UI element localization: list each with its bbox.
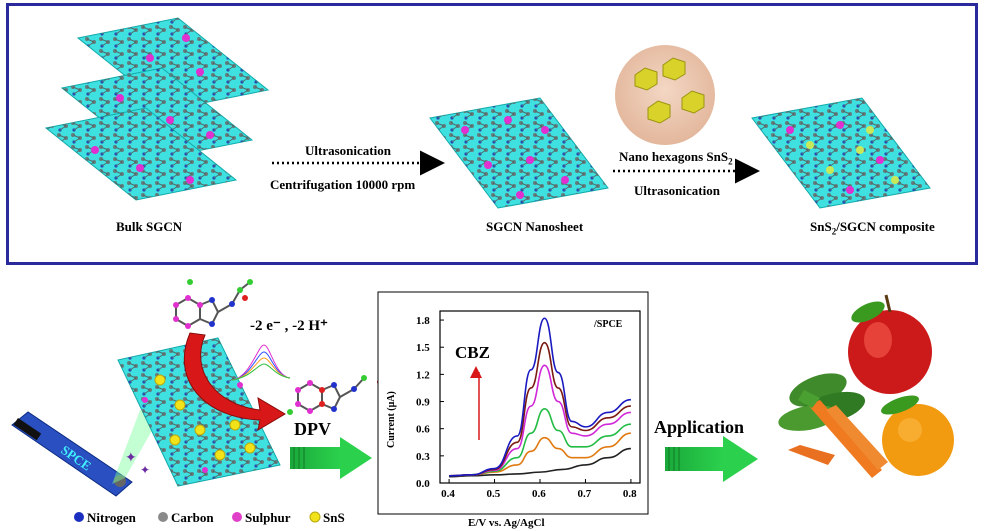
sparkle-icons: ✦✦ — [125, 451, 150, 477]
legend-nitrogen-dot — [74, 512, 84, 522]
legend-sulphur-label: Sulphur — [245, 510, 291, 525]
legend-sns-dot — [309, 511, 321, 523]
svg-text:✦: ✦ — [140, 463, 150, 477]
legend-carbon-label: Carbon — [171, 510, 214, 525]
y-tick-label: 1.2 — [416, 369, 430, 381]
y-tick-label: 0.6 — [416, 424, 430, 436]
dpv-label: DPV — [294, 419, 331, 439]
analyte-label: CBZ — [455, 343, 490, 362]
x-tick-label: 0.8 — [623, 488, 637, 500]
chart-xlabel: E/V vs. Ag/AgCl — [468, 517, 545, 529]
dpv-series-line-0 — [449, 447, 631, 478]
spce-electrode — [11, 410, 158, 497]
legend-carbon-dot — [158, 512, 168, 522]
y-tick-label: 1.8 — [416, 315, 430, 327]
bulk-sgcn-sheets — [44, 17, 270, 201]
chart-annotation: /SPCE — [593, 319, 623, 330]
synthesis-panel — [6, 3, 978, 265]
application-arrow — [665, 436, 758, 482]
legend-sulphur-dot — [232, 512, 242, 522]
x-tick-label: 0.4 — [441, 488, 455, 500]
ultrasonication-label: Ultrasonication — [305, 143, 391, 158]
x-tick-label: 0.5 — [487, 488, 501, 500]
nano-hexagons-label: Nano hexagons SnS2 — [619, 149, 733, 167]
x-tick-label: 0.6 — [532, 488, 546, 500]
sns2-sgcn-composite-sheet — [751, 97, 931, 209]
centrifugation-label: Centrifugation 10000 rpm — [270, 177, 416, 192]
svg-text:✦: ✦ — [125, 451, 137, 466]
chart-frame — [377, 291, 649, 515]
x-tick-label: 0.7 — [577, 488, 591, 500]
chart-ylabel: Current (μA) — [386, 391, 397, 448]
dpv-series-line-5 — [449, 317, 631, 477]
reaction-arrow — [184, 332, 286, 432]
bulk-sgcn-label: Bulk SGCN — [116, 219, 183, 234]
fruits-vegetables-image — [778, 294, 954, 478]
sgcn-nanosheet — [429, 97, 609, 209]
y-tick-label: 1.5 — [416, 342, 430, 354]
ultrasonication-label-2: Ultrasonication — [634, 183, 720, 198]
mini-dpv-curves — [231, 344, 291, 381]
product-molecule-icon — [287, 375, 383, 415]
legend-nitrogen-label: Nitrogen — [87, 510, 137, 525]
atom-legend: Nitrogen Carbon Sulphur SnS — [74, 510, 345, 525]
y-tick-label: 0.9 — [416, 397, 430, 409]
y-tick-label: 0.3 — [416, 451, 430, 463]
reaction-label: -2 e⁻ , -2 H⁺ — [250, 318, 328, 334]
sns2-hexagons-circle — [615, 45, 715, 145]
dpv-arrow — [290, 437, 372, 479]
legend-sns-label: SnS — [323, 510, 345, 525]
y-tick-label: 0.0 — [416, 478, 430, 490]
application-label: Application — [654, 417, 744, 437]
cbz-molecule-icon — [173, 279, 253, 329]
dpv-chart: 0.4 0.5 0.6 0.7 0.8 0.0 0.3 0.6 0.9 1.2 1.5 1.8 CBZ… — [377, 291, 649, 529]
nanosheet-label: SGCN Nanosheet — [486, 219, 584, 234]
composite-label: SnS2/SGCN composite — [810, 219, 935, 237]
